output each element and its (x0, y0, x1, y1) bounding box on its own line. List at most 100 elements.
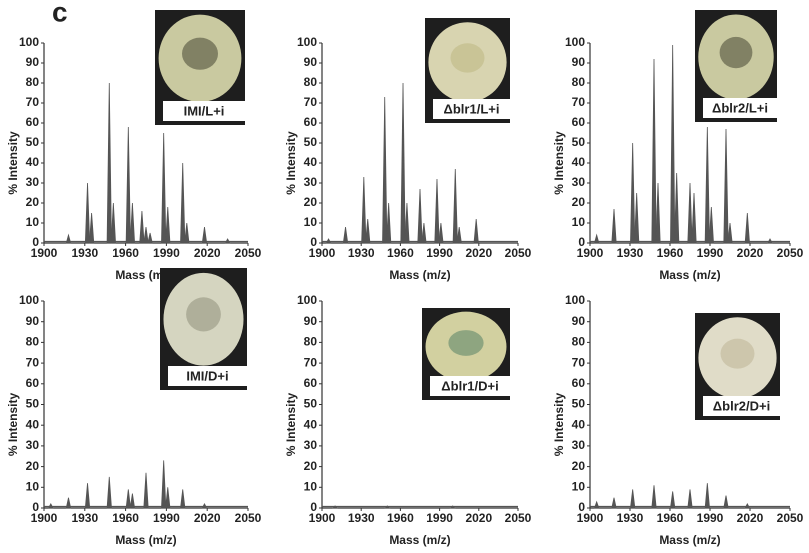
x-tick-label: 1960 (112, 511, 139, 525)
peak (630, 142, 636, 244)
peak (611, 208, 617, 244)
peak (382, 96, 388, 244)
peak (670, 44, 676, 244)
inset-label-box (168, 366, 247, 386)
y-axis-title: % Intensity (284, 131, 298, 195)
peak (691, 192, 697, 244)
peak (687, 489, 693, 509)
x-tick-label: 2050 (235, 511, 262, 525)
peak (404, 202, 410, 244)
y-tick-label: 80 (304, 335, 318, 349)
y-tick-label: 60 (572, 115, 586, 129)
y-tick-label: 20 (572, 195, 586, 209)
y-axis-title: % Intensity (6, 393, 20, 457)
y-tick-label: 40 (26, 155, 40, 169)
x-tick-label: 1960 (657, 246, 684, 260)
peak (106, 476, 112, 509)
x-tick-label: 1930 (617, 246, 644, 260)
y-tick-label: 30 (304, 175, 318, 189)
x-tick-label: 1990 (697, 511, 724, 525)
colony (719, 36, 753, 69)
colony (720, 338, 755, 369)
peak (456, 226, 462, 244)
y-tick-label: 80 (304, 75, 318, 89)
peak (400, 82, 406, 244)
peak (611, 497, 617, 509)
y-tick-label: 70 (572, 95, 586, 109)
y-tick-label: 40 (304, 155, 318, 169)
inset-label-box (163, 101, 245, 121)
peak (417, 188, 423, 244)
inset-label-box (433, 99, 510, 119)
y-tick-label: 10 (572, 215, 586, 229)
peak (106, 82, 112, 244)
y-tick-label: 90 (304, 55, 318, 69)
peak (165, 206, 171, 244)
y-tick-label: 100 (297, 293, 317, 307)
x-axis-title: Mass (m/z) (389, 268, 450, 282)
peak (727, 222, 733, 244)
x-axis-title: Mass (m/z) (659, 268, 720, 282)
peak (361, 176, 367, 244)
y-tick-label: 80 (26, 335, 40, 349)
x-tick-label: 1900 (309, 511, 336, 525)
y-tick-label: 30 (304, 438, 318, 452)
x-tick-label: 1960 (387, 246, 414, 260)
x-tick-label: 1930 (71, 511, 98, 525)
y-tick-label: 40 (572, 417, 586, 431)
x-tick-label: 1990 (697, 246, 724, 260)
peak (723, 495, 729, 509)
y-tick-label: 10 (26, 215, 40, 229)
y-tick-label: 100 (19, 35, 39, 49)
y-tick-label: 60 (26, 115, 40, 129)
x-tick-label: 1930 (617, 511, 644, 525)
x-tick-label: 1990 (426, 511, 453, 525)
peak (744, 212, 750, 244)
y-tick-label: 0 (578, 500, 585, 514)
y-tick-label: 20 (304, 195, 318, 209)
peak (434, 178, 440, 244)
y-tick-label: 10 (572, 479, 586, 493)
y-tick-label: 80 (572, 75, 586, 89)
peak (125, 126, 131, 244)
peak (180, 489, 186, 509)
peak (723, 128, 729, 244)
y-tick-label: 0 (578, 235, 585, 249)
y-tick-label: 0 (32, 500, 39, 514)
y-tick-label: 100 (19, 293, 39, 307)
colony (450, 43, 485, 73)
x-tick-label: 1900 (31, 511, 58, 525)
y-tick-label: 20 (572, 459, 586, 473)
y-tick-label: 60 (304, 115, 318, 129)
y-tick-label: 70 (26, 355, 40, 369)
x-tick-label: 1960 (112, 246, 139, 260)
x-tick-label: 1990 (426, 246, 453, 260)
peak (421, 222, 427, 244)
peak (110, 202, 116, 244)
y-tick-label: 80 (572, 335, 586, 349)
x-tick-label: 2050 (235, 246, 262, 260)
peak (651, 58, 657, 244)
peak (386, 202, 392, 244)
y-tick-label: 70 (26, 95, 40, 109)
inset-label-box (703, 98, 777, 118)
y-tick-label: 100 (565, 35, 585, 49)
y-tick-label: 30 (26, 438, 40, 452)
colony (448, 330, 484, 356)
peak (452, 168, 458, 244)
peak (438, 222, 444, 244)
x-tick-label: 2020 (465, 246, 492, 260)
y-tick-label: 10 (26, 479, 40, 493)
peak (161, 132, 167, 244)
y-tick-label: 0 (32, 235, 39, 249)
x-tick-label: 2050 (777, 511, 804, 525)
y-tick-label: 10 (304, 215, 318, 229)
x-tick-label: 2020 (194, 511, 221, 525)
peak (708, 206, 714, 244)
y-tick-label: 20 (304, 459, 318, 473)
x-tick-label: 1930 (71, 246, 98, 260)
peak (161, 460, 167, 509)
peak (473, 218, 479, 244)
y-tick-label: 50 (572, 135, 586, 149)
